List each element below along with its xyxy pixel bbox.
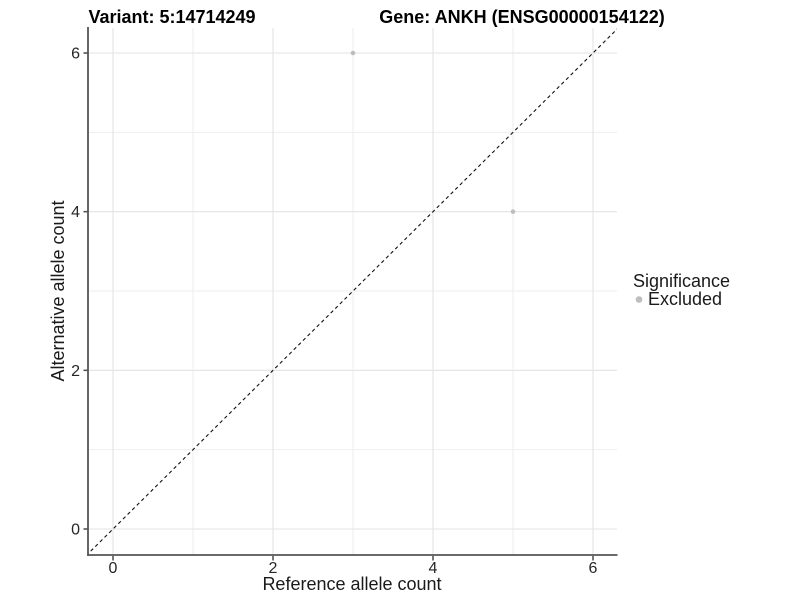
legend-title: Significance — [633, 271, 730, 291]
plot-title-gene: Gene: ANKH (ENSG00000154122) — [379, 7, 664, 27]
x-axis-ticks: 0 2 4 6 — [109, 555, 598, 577]
plot-title-variant: Variant: 5:14714249 — [88, 7, 255, 27]
x-tick-label: 2 — [269, 560, 278, 577]
y-tick-label: 0 — [71, 522, 80, 539]
y-axis-title: Alternative allele count — [48, 200, 68, 381]
x-axis-title: Reference allele count — [262, 574, 441, 594]
x-tick-label: 0 — [109, 560, 118, 577]
x-tick-label: 4 — [429, 560, 438, 577]
legend-key-dot — [635, 296, 643, 303]
legend-item-label-excluded: Excluded — [648, 289, 722, 309]
y-axis-ticks: 0 2 4 6 — [71, 46, 88, 539]
y-tick-label: 2 — [71, 363, 80, 380]
y-tick-label: 4 — [71, 204, 80, 221]
gridlines-minor — [88, 28, 617, 555]
data-point — [510, 209, 516, 214]
data-point — [350, 50, 356, 56]
identity-reference-line — [88, 28, 617, 555]
y-tick-label: 6 — [71, 46, 80, 63]
x-tick-label: 6 — [589, 560, 598, 577]
legend: Significance Excluded — [633, 271, 730, 309]
data-points — [350, 50, 516, 214]
